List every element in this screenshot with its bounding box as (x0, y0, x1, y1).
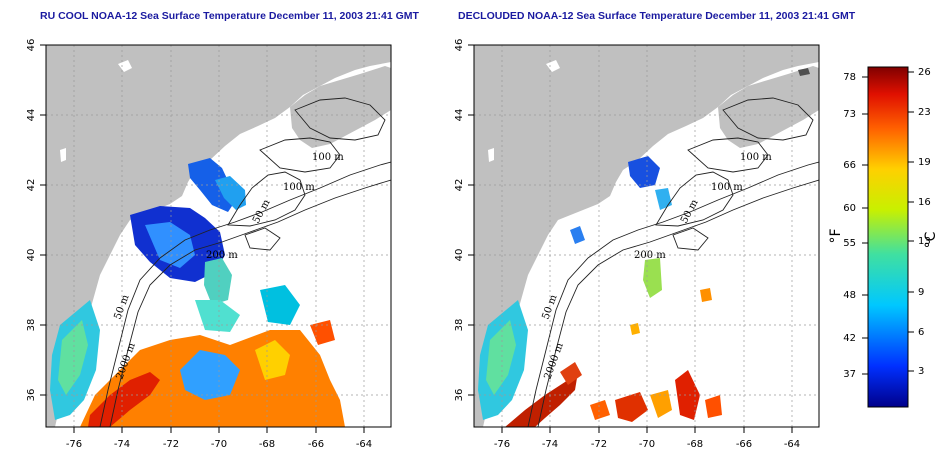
x-axis-right (501, 427, 793, 433)
sst-patches-right (478, 156, 722, 427)
celsius-ticks (908, 71, 914, 372)
contour-label: 100 m (312, 152, 344, 163)
lat-tick-label: 42 (26, 179, 37, 192)
x-axis-left (73, 427, 365, 433)
land-mass (46, 45, 391, 427)
celsius-tick-label: 6 (918, 327, 924, 338)
land-mass (474, 45, 819, 427)
right-map-content: 100 m 100 m 50 m 200 m 50 m 2000 m (474, 45, 819, 427)
lon-tick-label: -76 (66, 439, 82, 450)
celsius-tick-label: 3 (918, 366, 924, 377)
lake (60, 148, 66, 162)
lat-tick-label: 36 (26, 389, 37, 402)
sst-patches-left (50, 158, 345, 427)
lat-tick-label: 46 (26, 39, 37, 52)
lat-tick-label: 38 (26, 319, 37, 332)
fahrenheit-ticks (862, 76, 868, 375)
lat-tick-label: 42 (454, 179, 465, 192)
lon-tick-label: -70 (639, 439, 655, 450)
y-axis-left (40, 44, 46, 396)
contour-label: 200 m (634, 250, 666, 261)
lake (118, 60, 132, 72)
lon-tick-label: -68 (259, 439, 275, 450)
lon-tick-label: -70 (211, 439, 227, 450)
lon-tick-label: -66 (736, 439, 752, 450)
lon-tick-label: -66 (308, 439, 324, 450)
nova-scotia (718, 66, 819, 148)
lat-tick-label: 44 (454, 109, 465, 122)
graticule-left (46, 45, 391, 427)
lat-tick-label: 40 (26, 249, 37, 262)
lon-tick-label: -74 (114, 439, 130, 450)
celsius-tick-label: 16 (918, 197, 931, 208)
fahrenheit-tick-label: 48 (843, 290, 856, 301)
land-dark-patch (798, 68, 810, 76)
nova-scotia (290, 66, 391, 148)
celsius-tick-label: 13 (918, 236, 931, 247)
left-map-title: RU COOL NOAA-12 Sea Surface Temperature … (40, 10, 419, 22)
lat-tick-label: 36 (454, 389, 465, 402)
contour-label: 100 m (740, 152, 772, 163)
fahrenheit-tick-label: 78 (843, 72, 856, 83)
lake (488, 148, 494, 162)
celsius-unit-label: °C (923, 231, 939, 248)
lon-tick-label: -76 (494, 439, 510, 450)
lon-tick-label: -64 (356, 439, 372, 450)
fahrenheit-tick-label: 60 (843, 203, 856, 214)
left-map-content: 100 m 100 m 50 m 200 m 50 m 2000 m (46, 45, 391, 427)
fahrenheit-tick-label: 66 (843, 160, 856, 171)
fahrenheit-tick-label: 73 (843, 109, 856, 120)
fahrenheit-tick-label: 42 (843, 333, 856, 344)
bathymetry-contours-right (527, 97, 819, 427)
contour-label: 200 m (206, 250, 238, 261)
right-map-panel: 100 m 100 m 50 m 200 m 50 m 2000 m -76 -… (454, 39, 820, 450)
lon-tick-label: -72 (591, 439, 607, 450)
fahrenheit-tick-label: 37 (843, 369, 856, 380)
colorbar-gradient (867, 66, 909, 408)
bathymetry-contours-left (99, 97, 391, 427)
lat-tick-label: 38 (454, 319, 465, 332)
celsius-tick-label: 19 (918, 157, 931, 168)
celsius-tick-label: 23 (918, 107, 931, 118)
fahrenheit-unit-label: °F (828, 228, 844, 243)
lat-tick-label: 46 (454, 39, 465, 52)
left-map-panel: 100 m 100 m 50 m 200 m 50 m 2000 m -76 -… (26, 39, 392, 450)
temperature-colorbar: 78 73 66 60 55 48 42 37 26 23 19 16 13 9… (828, 66, 939, 408)
fahrenheit-tick-label: 55 (843, 238, 856, 249)
lat-tick-label: 40 (454, 249, 465, 262)
graticule-right (474, 45, 819, 427)
lon-tick-label: -68 (687, 439, 703, 450)
lon-tick-label: -72 (163, 439, 179, 450)
celsius-tick-label: 9 (918, 287, 924, 298)
contour-label: 100 m (711, 182, 743, 193)
contour-label: 100 m (283, 182, 315, 193)
lake (546, 60, 560, 72)
lon-tick-label: -64 (784, 439, 800, 450)
lon-tick-label: -74 (542, 439, 558, 450)
celsius-tick-label: 26 (918, 67, 931, 78)
y-axis-right (468, 44, 474, 396)
right-map-title: DECLOUDED NOAA-12 Sea Surface Temperatur… (458, 10, 856, 22)
lat-tick-label: 44 (26, 109, 37, 122)
